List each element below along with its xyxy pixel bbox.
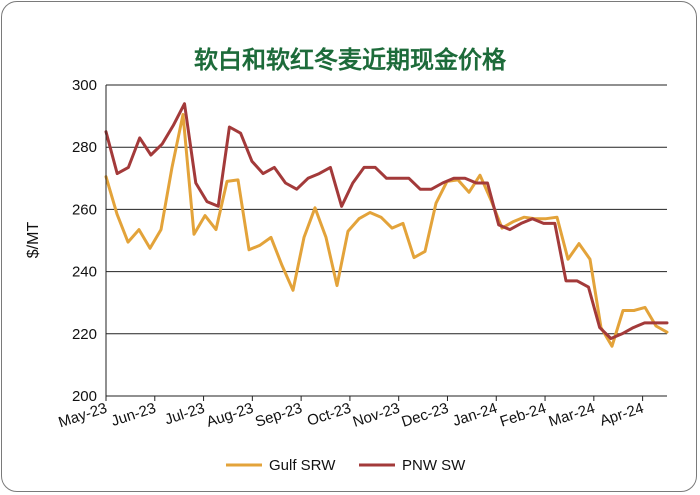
legend: Gulf SRW PNW SW bbox=[226, 457, 466, 474]
grid-lines bbox=[106, 84, 667, 397]
x-tick-label: Jul-23 bbox=[163, 400, 207, 429]
axes bbox=[105, 85, 667, 397]
series-line-pnw-sw bbox=[104, 102, 669, 340]
x-tick-label: Mar-24 bbox=[547, 400, 597, 431]
y-tick-label: 240 bbox=[72, 264, 97, 281]
x-tick-label: Apr-24 bbox=[598, 400, 646, 430]
chart-title: 软白和软红冬麦近期现金价格 bbox=[194, 46, 506, 74]
x-tick-label: Jun-23 bbox=[109, 400, 158, 430]
y-tick-label: 220 bbox=[72, 326, 97, 343]
x-tick-label: Nov-23 bbox=[351, 400, 402, 431]
x-tick-label: Feb-24 bbox=[498, 400, 548, 431]
x-tick-label: Aug-23 bbox=[204, 400, 255, 431]
y-tick-label: 200 bbox=[72, 388, 97, 405]
x-tick-label: Jan-24 bbox=[451, 400, 500, 430]
legend-label: Gulf SRW bbox=[269, 457, 336, 474]
x-tick-label: Sep-23 bbox=[253, 400, 304, 431]
x-tick-label: Dec-23 bbox=[399, 400, 450, 431]
y-tick-label: 260 bbox=[72, 201, 97, 218]
y-tick-labels: 200 220 240 260 280 300 bbox=[72, 77, 97, 405]
series-line-gulf-srw bbox=[104, 113, 669, 348]
x-tick-label: Oct-23 bbox=[305, 400, 353, 430]
y-axis-label: $/MT bbox=[25, 222, 42, 259]
y-tick-label: 300 bbox=[72, 77, 97, 94]
legend-label: PNW SW bbox=[402, 457, 466, 474]
y-tick-label: 280 bbox=[72, 139, 97, 156]
series-lines bbox=[104, 102, 669, 348]
